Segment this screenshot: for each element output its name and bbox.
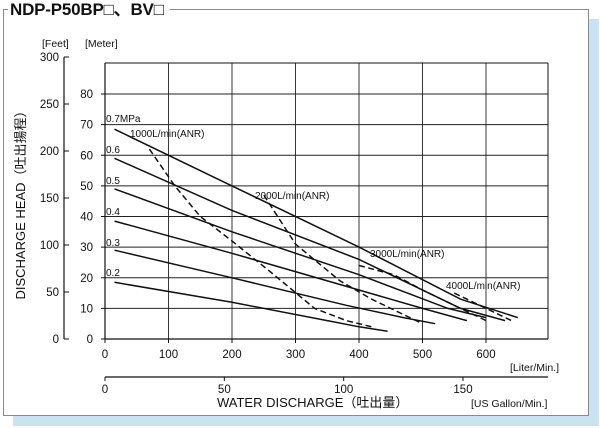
air-consumption-curve [148, 148, 372, 328]
liter-unit-label: [Liter/Min.] [510, 362, 559, 374]
feet-tick-label: 0 [53, 334, 59, 346]
chart-title: NDP-P50BP□、BV□ [8, 0, 170, 20]
liter-tick-label: 500 [413, 349, 432, 361]
liter-tick-label: 400 [349, 349, 368, 361]
meter-tick-label: 10 [80, 303, 93, 315]
meter-unit-label: [Meter] [85, 38, 118, 50]
gallon-unit-label: [US Gallon/Min.] [471, 398, 548, 410]
gallon-tick-label: 100 [334, 384, 353, 396]
air-consumption-label: 4000L/min(ANR) [446, 281, 520, 292]
liter-tick-label: 0 [102, 349, 108, 361]
pressure-label: 0.6 [106, 145, 120, 156]
air-consumption-label: 3000L/min(ANR) [370, 249, 444, 260]
pressure-curve [114, 281, 388, 333]
gallon-tick-label: 150 [453, 384, 472, 396]
pressure-label: 0.4 [106, 207, 120, 218]
air-consumption-curve [263, 194, 423, 325]
performance-curves [114, 128, 519, 333]
liter-tick-label: 100 [159, 349, 178, 361]
feet-tick-label: 50 [46, 287, 59, 299]
pressure-curve [114, 220, 468, 322]
feet-tick-label: 100 [40, 240, 59, 252]
liter-tick-label: 600 [476, 349, 495, 361]
meter-tick-label: 30 [80, 242, 93, 254]
air-consumption-label: 2000L/min(ANR) [255, 191, 329, 202]
pressure-label: 0.3 [106, 238, 120, 249]
pressure-curve [114, 128, 519, 319]
pressure-curve [114, 188, 487, 319]
feet-tick-label: 150 [40, 193, 59, 205]
meter-tick-label: 0 [87, 334, 93, 346]
air-consumption-curve [453, 292, 512, 322]
air-consumption-label: 1000L/min(ANR) [130, 129, 204, 140]
feet-tick-label: 200 [40, 146, 59, 158]
meter-tick-label: 70 [80, 120, 93, 132]
gallon-tick-label: 0 [102, 384, 108, 396]
meter-tick-label: 20 [80, 273, 93, 285]
y-axis-title: DISCHARGE HEAD（吐出揚程） [13, 104, 28, 299]
feet-tick-label: 250 [40, 99, 59, 111]
chart-frame [3, 9, 589, 416]
x-axis-title: WATER DISCHARGE（吐出量） [217, 395, 408, 410]
pressure-label: 0.7MPa [106, 114, 141, 125]
pressure-label: 0.5 [106, 176, 120, 187]
pressure-label: 0.2 [106, 268, 120, 279]
air-consumption-curve [358, 264, 487, 322]
meter-tick-label: 80 [80, 89, 93, 101]
feet-tick-label: 300 [40, 52, 59, 64]
liter-tick-label: 200 [222, 349, 241, 361]
axes: 0 50 100 150 200 250 300 [Feet] 0 10 20 30 40 50 60 70 8… [13, 38, 559, 410]
pressure-curve [114, 157, 506, 322]
meter-tick-label: 40 [80, 212, 93, 224]
meter-tick-label: 50 [80, 181, 93, 193]
feet-unit-label: [Feet] [42, 38, 69, 50]
liter-tick-label: 300 [286, 349, 305, 361]
chart-labels: 0.7MPa 0.6 0.5 0.4 0.3 0.2 1000L/min(ANR) 2000L… [106, 114, 520, 292]
meter-tick-label: 60 [80, 150, 93, 162]
gallon-tick-label: 50 [218, 384, 231, 396]
